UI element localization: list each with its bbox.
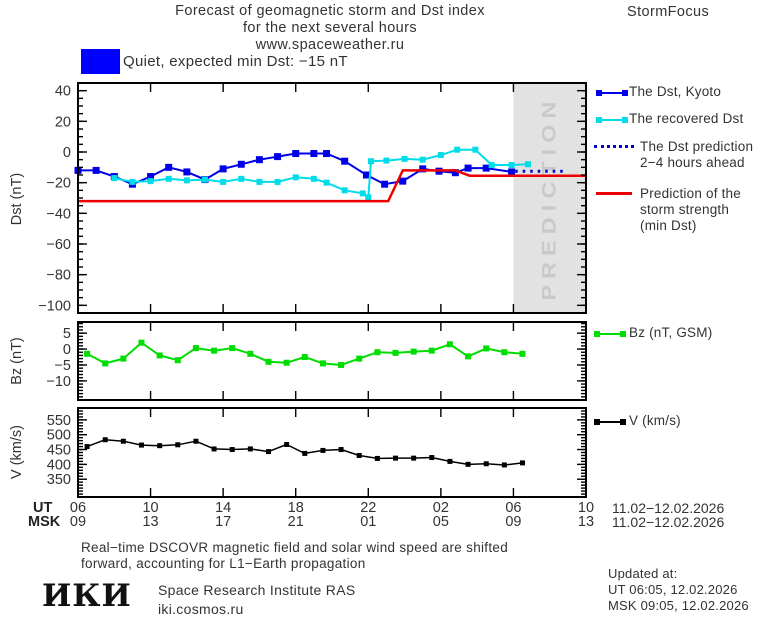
ut-date-range: 11.02−12.02.2026 — [612, 500, 725, 516]
msk-date-range: 11.02−12.02.2026 — [612, 514, 725, 530]
updated-msk: MSK 09:05, 12.02.2026 — [608, 598, 749, 613]
bz-axis-title: Bz (nT) — [9, 337, 25, 385]
ytick-label-dst: 40 — [55, 84, 71, 100]
title-line-1: Forecast of geomagnetic storm and Dst in… — [175, 3, 485, 19]
recovered-dst-markers — [111, 146, 531, 201]
prediction-watermark: PREDICTION — [540, 95, 561, 300]
storm-level-swatch — [81, 49, 120, 74]
legend-bz-sample — [594, 330, 626, 338]
legend-prediction-label-1: The Dst prediction — [640, 139, 754, 154]
title-site-url: www.spaceweather.ru — [255, 37, 405, 53]
legend-recovered-label: The recovered Dst — [629, 111, 744, 126]
storm-strength-line — [78, 169, 586, 203]
ytick-label-v: 350 — [47, 472, 71, 488]
xtick-msk-5: 05 — [432, 514, 449, 530]
xtick-ut-2: 14 — [215, 500, 232, 516]
ytick-label-v: 400 — [47, 457, 71, 473]
xtick-ut-1: 10 — [142, 500, 159, 516]
ytick-label-dst: −40 — [46, 206, 71, 222]
legend-bz-label: Bz (nT, GSM) — [629, 325, 713, 340]
footer-note-2: forward, accounting for L1−Earth propaga… — [81, 556, 366, 571]
brand-stormfocus: StormFocus — [627, 4, 710, 20]
panel-frame-v — [77, 407, 587, 498]
v-axis-title: V (km/s) — [9, 425, 25, 479]
xtick-ut-4: 22 — [360, 500, 377, 516]
xtick-ut-7: 10 — [577, 500, 595, 516]
xtick-ut-0: 06 — [69, 500, 87, 516]
xtick-msk-7: 13 — [577, 514, 595, 530]
xtick-ut-6: 06 — [505, 500, 522, 516]
xtick-msk-6: 09 — [505, 514, 522, 530]
ytick-label-dst: −100 — [38, 298, 71, 314]
v-markers — [84, 437, 525, 468]
legend-v-label: V (km/s) — [629, 413, 681, 428]
panel-frame-bz — [77, 321, 587, 401]
xtick-msk-1: 13 — [142, 514, 159, 530]
legend-prediction-label-2: 2−4 hours ahead — [640, 155, 745, 170]
page-title: Forecast of geomagnetic storm and Dst in… — [105, 3, 555, 54]
legend-recovered-sample — [596, 116, 628, 124]
legend-prediction-sample — [594, 145, 634, 148]
ytick-label-bz: 0 — [63, 342, 71, 358]
ytick-label-v: 450 — [47, 443, 71, 459]
footer-note-1: Real−time DSCOVR magnetic field and sola… — [81, 540, 509, 555]
ytick-label-dst: −60 — [46, 237, 71, 253]
title-line-2: for the next several hours — [242, 20, 417, 36]
xtick-msk-0: 09 — [69, 514, 87, 530]
updated-ut: UT 06:05, 12.02.2026 — [608, 582, 738, 597]
prediction-band — [513, 84, 586, 312]
dst-axis-title: Dst (nT) — [9, 172, 25, 226]
legend-v-sample — [594, 418, 626, 426]
xtick-ut-3: 18 — [287, 500, 304, 516]
legend-strength-label-1: Prediction of the — [640, 186, 741, 201]
bz-markers — [84, 339, 526, 368]
ytick-label-bz: −5 — [54, 358, 71, 374]
legend-strength-label-2: storm strength — [640, 202, 730, 217]
ytick-label-bz: 5 — [63, 326, 71, 342]
ytick-label-v: 500 — [47, 428, 71, 444]
ticks-bz — [77, 322, 587, 401]
xtick-msk-3: 21 — [287, 514, 304, 530]
ytick-label-dst: −80 — [46, 268, 71, 284]
legend-strength-label-3: (min Dst) — [640, 218, 697, 233]
xtick-msk-2: 17 — [215, 514, 232, 530]
ytick-label-dst: 0 — [63, 145, 71, 161]
legend-kyoto-label: The Dst, Kyoto — [629, 84, 722, 99]
iki-logo: ИКИ — [42, 578, 132, 614]
updated-label: Updated at: — [608, 566, 678, 581]
ytick-label-v: 550 — [47, 413, 71, 429]
panel-frame-dst — [77, 82, 587, 314]
legend-kyoto-sample — [596, 89, 628, 97]
ut-row-label: UT — [33, 500, 53, 516]
xtick-ut-5: 02 — [432, 500, 449, 516]
institute-name: Space Research Institute RAS — [158, 582, 356, 598]
ticks-v — [77, 407, 587, 498]
msk-row-label: MSK — [28, 514, 61, 530]
status-text: Quiet, expected min Dst: −15 nT — [123, 53, 348, 70]
ytick-label-bz: −10 — [46, 374, 71, 390]
institute-site: iki.cosmos.ru — [158, 601, 244, 617]
legend-strength-sample — [596, 192, 632, 195]
xtick-msk-4: 01 — [360, 514, 377, 530]
ticks-dst — [77, 82, 587, 314]
ytick-label-dst: 20 — [55, 114, 71, 130]
bz-line — [86, 341, 523, 366]
ytick-label-dst: −20 — [46, 176, 71, 192]
